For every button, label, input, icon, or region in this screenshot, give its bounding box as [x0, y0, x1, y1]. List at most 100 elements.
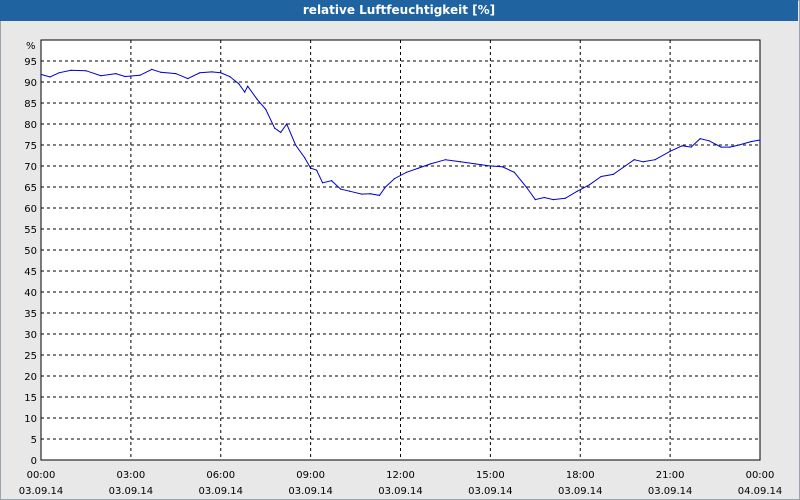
humidity-series-line [40, 68, 761, 201]
data-point [654, 159, 656, 161]
data-point [384, 186, 387, 188]
x-tick-label-date: 03.09.14 [468, 486, 513, 497]
x-tick-label-date: 03.09.14 [198, 486, 243, 497]
data-point [750, 141, 752, 143]
x-tick-label-time: 09:00 [296, 470, 325, 481]
y-tick-label: 60 [24, 204, 37, 215]
y-tick-label: 80 [24, 120, 37, 131]
data-point [612, 173, 614, 175]
data-point [564, 197, 566, 199]
x-tick-label-date: 04.09.14 [738, 486, 783, 497]
x-tick-label-time: 00:00 [27, 470, 56, 481]
chart-title: relative Luftfeuchtigkeit [%] [0, 0, 798, 21]
data-point [729, 146, 731, 148]
y-tick-label: 90 [24, 78, 37, 89]
data-point [459, 161, 461, 163]
data-point [274, 127, 276, 129]
data-point [525, 186, 527, 188]
data-point [244, 91, 246, 93]
data-point [229, 75, 231, 78]
data-point [393, 178, 396, 180]
data-point [175, 73, 177, 75]
data-point [124, 75, 126, 78]
data-point [534, 199, 536, 201]
y-tick-label: 75 [24, 141, 37, 152]
y-tick-label: 35 [24, 309, 37, 320]
data-point [160, 71, 162, 73]
gridlines [41, 40, 760, 460]
data-point [199, 72, 201, 74]
humidity-series-points [40, 68, 761, 201]
data-point [139, 74, 141, 76]
data-point [295, 144, 297, 146]
y-tick-label: 55 [24, 225, 37, 236]
x-tick-label-date: 03.09.14 [378, 486, 423, 497]
data-point [187, 78, 189, 80]
data-point [361, 193, 363, 195]
y-tick-label: 5 [31, 435, 37, 446]
data-point [369, 193, 372, 195]
y-tick-label: 30 [24, 330, 37, 341]
data-point [70, 69, 72, 71]
x-tick-label-date: 03.09.14 [19, 486, 64, 497]
y-tick-label: 40 [24, 288, 37, 299]
y-tick-label: 0 [31, 456, 37, 467]
data-point [340, 188, 342, 190]
data-point [304, 157, 306, 159]
data-point [100, 75, 102, 77]
data-point [600, 175, 602, 178]
data-point [624, 165, 626, 167]
x-tick-label-date: 03.09.14 [288, 486, 333, 497]
data-point [151, 68, 153, 70]
data-point [331, 180, 333, 182]
x-tick-label-time: 15:00 [476, 470, 505, 481]
data-point [738, 144, 740, 146]
data-point [211, 71, 213, 73]
data-point [489, 165, 491, 167]
data-point [238, 83, 240, 85]
data-point [576, 190, 578, 192]
data-point [265, 108, 267, 110]
y-tick-label: 85 [24, 99, 37, 110]
x-tick-label-time: 21:00 [656, 470, 685, 481]
data-point [501, 166, 503, 168]
x-tick-label-time: 03:00 [116, 470, 145, 481]
data-point [349, 190, 351, 192]
y-tick-label: 15 [24, 393, 37, 404]
data-point [681, 145, 683, 147]
data-point [513, 171, 515, 173]
x-tick-labels: 00:00 03.09.14 03:00 03.09.14 06:00 03.09.14 0… [19, 470, 783, 497]
data-point [429, 163, 432, 165]
data-point [280, 131, 282, 133]
y-tick-label: 50 [24, 246, 37, 257]
data-point [256, 98, 258, 100]
data-point [720, 146, 722, 148]
x-tick-label-date: 03.09.14 [109, 486, 154, 497]
y-tick-label: 95 [24, 57, 37, 68]
data-point [588, 184, 590, 186]
x-tick-label-date: 03.09.14 [648, 486, 693, 497]
y-tick-label: 65 [24, 183, 37, 194]
data-point [247, 85, 249, 87]
data-point [40, 73, 42, 75]
x-tick-label-date: 03.09.14 [558, 486, 603, 497]
y-tick-label: 20 [24, 372, 37, 383]
y-tick-labels: 0 5 10 15 20 25 30 35 40 45 50 55 60 65 70 75 80 85 90 95 [24, 57, 37, 467]
data-point [474, 163, 476, 165]
data-point [310, 167, 312, 169]
data-point [699, 138, 701, 140]
x-tick-label-time: 18:00 [566, 470, 595, 481]
data-point [708, 140, 710, 142]
data-point [405, 171, 408, 173]
data-point [543, 196, 545, 199]
data-point [444, 159, 446, 161]
data-point [220, 72, 222, 74]
data-point [286, 123, 288, 125]
data-point [378, 194, 381, 196]
data-point [642, 161, 644, 163]
data-point [669, 150, 671, 152]
y-tick-label: 25 [24, 351, 37, 362]
data-point [49, 76, 51, 78]
data-point [417, 167, 420, 169]
